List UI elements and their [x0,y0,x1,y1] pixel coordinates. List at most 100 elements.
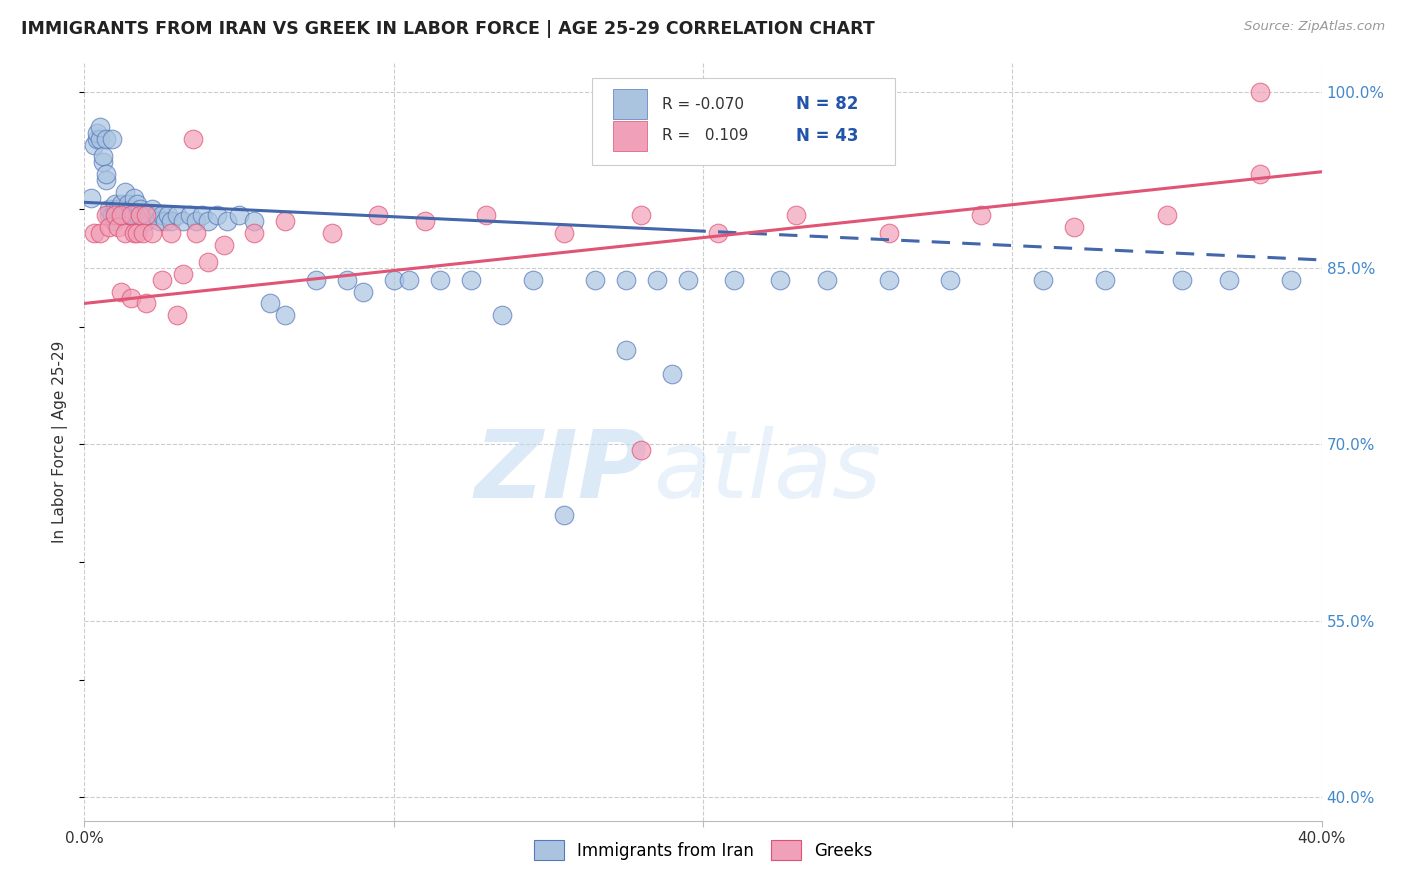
Point [785,208,807,222]
FancyBboxPatch shape [592,78,894,165]
Point [877,273,900,287]
Point [107,208,129,222]
Point [114,226,136,240]
Point [212,237,235,252]
Point [114,208,136,222]
Point [321,226,343,240]
Point [1249,85,1271,99]
Point [91,149,114,163]
Text: Source: ZipAtlas.com: Source: ZipAtlas.com [1244,20,1385,33]
Point [197,214,219,228]
Point [98,202,121,217]
Point [117,196,139,211]
Legend: Immigrants from Iran, Greeks: Immigrants from Iran, Greeks [527,833,879,867]
Point [89,132,111,146]
Point [614,273,637,287]
Point [661,367,683,381]
Point [1279,273,1302,287]
Point [367,208,389,222]
Point [1063,219,1085,234]
Point [413,214,436,228]
Point [630,443,652,458]
Point [125,226,148,240]
Point [460,273,482,287]
Point [553,508,575,522]
Point [172,214,194,228]
Point [336,273,359,287]
Point [135,296,157,310]
Point [553,226,575,240]
Point [104,208,127,222]
Point [191,208,214,222]
Text: IMMIGRANTS FROM IRAN VS GREEK IN LABOR FORCE | AGE 25-29 CORRELATION CHART: IMMIGRANTS FROM IRAN VS GREEK IN LABOR F… [21,20,875,37]
Point [114,185,136,199]
Point [259,296,281,310]
Point [145,208,167,222]
FancyBboxPatch shape [613,89,647,120]
Point [150,208,173,222]
Point [184,214,207,228]
Point [1032,273,1054,287]
Point [382,273,405,287]
Point [352,285,374,299]
Point [120,208,142,222]
Point [107,219,129,234]
Point [83,137,105,152]
Text: R = -0.070: R = -0.070 [662,96,744,112]
Point [939,273,962,287]
Point [160,226,183,240]
Point [769,273,792,287]
Point [166,308,188,322]
Point [117,208,139,222]
Point [153,214,176,228]
Point [129,202,152,217]
Point [583,273,606,287]
Point [94,167,117,181]
Point [110,196,132,211]
Point [129,208,152,222]
Point [120,208,142,222]
Point [645,273,668,287]
Point [104,202,127,217]
Point [160,214,183,228]
Point [181,132,204,146]
Point [274,214,297,228]
Point [104,196,127,211]
Point [101,132,124,146]
Point [122,208,145,222]
Point [1249,167,1271,181]
Point [630,208,652,222]
Point [94,132,117,146]
Point [120,291,142,305]
Point [228,208,250,222]
Point [305,273,328,287]
Point [184,226,207,240]
Point [125,208,148,222]
Point [110,285,132,299]
Point [79,191,101,205]
Point [150,273,173,287]
Text: R =   0.109: R = 0.109 [662,128,748,144]
Point [125,196,148,211]
Point [614,343,637,358]
Point [94,208,117,222]
Point [166,208,188,222]
Point [207,208,229,222]
Point [172,267,194,281]
Point [1218,273,1240,287]
Point [89,226,111,240]
Point [89,120,111,134]
Text: atlas: atlas [654,426,882,517]
Point [815,273,838,287]
Point [274,308,297,322]
Point [475,208,498,222]
Point [138,208,160,222]
Point [1156,208,1178,222]
Point [156,208,179,222]
Point [122,226,145,240]
Point [129,208,152,222]
Point [970,208,993,222]
Point [215,214,238,228]
Point [243,214,266,228]
Point [1094,273,1116,287]
